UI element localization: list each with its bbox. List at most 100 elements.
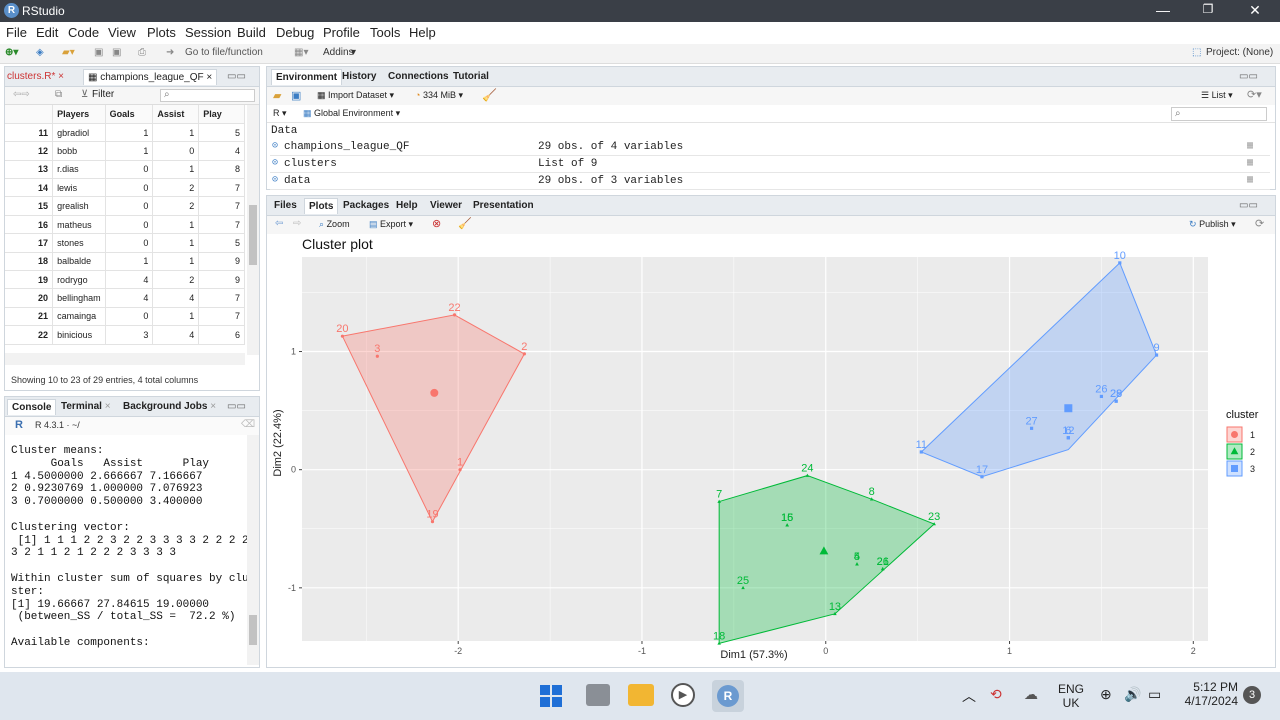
- menu-file[interactable]: File: [6, 25, 27, 40]
- view-data-icon[interactable]: ▦: [1247, 158, 1254, 169]
- table-row[interactable]: 19 rodrygo 4 2 9: [5, 270, 245, 290]
- file-explorer-icon[interactable]: [628, 684, 654, 706]
- column-header[interactable]: Play: [198, 105, 245, 124]
- next-plot-icon[interactable]: ⇨: [293, 218, 302, 229]
- save-workspace-icon[interactable]: ▣: [291, 90, 302, 102]
- tab-files[interactable]: Files: [274, 200, 297, 211]
- table-row[interactable]: 18 balbalde 1 1 9: [5, 252, 245, 272]
- rstudio-taskbar-button[interactable]: R: [712, 680, 744, 712]
- publish-button[interactable]: ↻ Publish ▾: [1189, 219, 1236, 229]
- prev-plot-icon[interactable]: ⇦: [275, 218, 284, 229]
- import-dataset-button[interactable]: ▦ Import Dataset ▾: [317, 90, 395, 100]
- expand-icon[interactable]: ⊙: [272, 158, 279, 169]
- project-menu[interactable]: Project: (None): [1206, 47, 1274, 58]
- load-workspace-icon[interactable]: ▰: [273, 90, 282, 102]
- chevron-up-icon[interactable]: ︿: [962, 688, 976, 704]
- env-row[interactable]: ⊙ data 29 obs. of 3 variables ▦: [270, 173, 1270, 190]
- menu-help[interactable]: Help: [409, 25, 436, 40]
- minimize-pane-icon[interactable]: ▭▭: [227, 71, 246, 82]
- refresh-icon[interactable]: ⟳▾: [1247, 89, 1262, 101]
- menu-debug[interactable]: Debug: [276, 25, 315, 40]
- sync-icon[interactable]: ⟲: [990, 686, 1002, 702]
- view-data-icon[interactable]: ▦: [1247, 175, 1254, 186]
- close-icon[interactable]: ✕: [1249, 2, 1261, 18]
- tab-packages[interactable]: Packages: [343, 200, 390, 211]
- tab-viewer[interactable]: Viewer: [430, 200, 463, 211]
- table-row[interactable]: 14 lewis 0 2 7: [5, 178, 245, 198]
- viewer-search-input[interactable]: ⌕: [160, 89, 255, 102]
- tab-history[interactable]: History: [342, 71, 377, 82]
- tab-clusters-r[interactable]: clusters.R* ×: [7, 71, 64, 82]
- memory-usage[interactable]: ◔ 334 MiB ▾: [415, 90, 464, 100]
- expand-icon[interactable]: ⊙: [272, 141, 279, 152]
- print-icon[interactable]: ⎙: [138, 47, 146, 58]
- column-header[interactable]: [5, 105, 54, 124]
- zoom-button[interactable]: ⌕ Zoom: [319, 219, 350, 229]
- media-player-icon[interactable]: ▶: [671, 683, 695, 707]
- table-row[interactable]: 16 matheus 0 1 7: [5, 215, 245, 235]
- addins-menu[interactable]: Addins: [323, 47, 354, 58]
- clear-plots-icon[interactable]: 🧹: [458, 218, 472, 230]
- addins-chevron-icon[interactable]: ▾: [351, 47, 357, 58]
- filter-button[interactable]: Filter: [92, 89, 115, 100]
- open-file-icon[interactable]: ▰▾: [62, 47, 75, 58]
- menu-profile[interactable]: Profile: [323, 25, 360, 40]
- notification-badge[interactable]: 3: [1243, 686, 1261, 704]
- console-output[interactable]: Cluster means: Goals Assist Play 1 4.500…: [11, 445, 247, 665]
- column-header[interactable]: Players: [52, 105, 106, 124]
- save-all-icon[interactable]: ▣: [112, 47, 122, 58]
- table-row[interactable]: 15 grealish 0 2 7: [5, 196, 245, 216]
- vertical-scrollbar[interactable]: [247, 105, 259, 355]
- volume-icon[interactable]: 🔊: [1124, 686, 1142, 702]
- menu-code[interactable]: Code: [68, 25, 100, 40]
- menu-edit[interactable]: Edit: [36, 25, 59, 40]
- new-project-icon[interactable]: ◈: [36, 47, 44, 58]
- remove-plot-icon[interactable]: ⊗: [432, 218, 442, 230]
- menu-tools[interactable]: Tools: [370, 25, 401, 40]
- table-row[interactable]: 17 stones 0 1 5: [5, 233, 245, 253]
- table-row[interactable]: 11 gbradiol 1 1 5: [5, 123, 245, 143]
- tab-champions-league[interactable]: ▦ champions_league_QF ×: [83, 69, 218, 85]
- minimize-icon[interactable]: —: [1156, 2, 1170, 18]
- console-scrollbar-thumb[interactable]: [249, 615, 257, 645]
- refresh-plot-icon[interactable]: ⟳: [1255, 218, 1265, 230]
- cloud-off-icon[interactable]: ☁: [1024, 686, 1038, 702]
- restore-icon[interactable]: ❐: [1202, 2, 1214, 16]
- menu-build[interactable]: Build: [237, 25, 266, 40]
- menu-session[interactable]: Session: [185, 25, 232, 40]
- tab-tutorial[interactable]: Tutorial: [453, 71, 489, 82]
- popout-icon[interactable]: ⧉: [55, 89, 63, 100]
- tab-environment[interactable]: Environment: [271, 69, 343, 85]
- grid-icon[interactable]: ▦▾: [294, 47, 309, 58]
- menu-view[interactable]: View: [108, 25, 136, 40]
- env-row[interactable]: ⊙ champions_league_QF 29 obs. of 4 variabl…: [270, 139, 1270, 156]
- table-row[interactable]: 21 camainga 0 1 7: [5, 307, 245, 327]
- table-row[interactable]: 13 r.dias 0 1 8: [5, 160, 245, 180]
- battery-icon[interactable]: ▭: [1148, 686, 1162, 702]
- table-row[interactable]: 12 bobb 1 0 4: [5, 141, 245, 161]
- env-row[interactable]: ⊙ clusters List of 9 ▦: [270, 156, 1270, 173]
- view-mode-menu[interactable]: ☰ List ▾: [1201, 90, 1233, 100]
- task-view-icon[interactable]: [586, 684, 610, 706]
- minimize-plots-icon[interactable]: ▭▭: [1239, 200, 1258, 211]
- new-file-icon[interactable]: ⊕▾: [5, 47, 19, 58]
- column-header[interactable]: Assist: [152, 105, 200, 124]
- back-forward-icon[interactable]: ⇦⇨: [13, 89, 30, 100]
- tab-plots[interactable]: Plots: [304, 198, 339, 214]
- horizontal-scrollbar[interactable]: [5, 353, 245, 365]
- expand-icon[interactable]: ⊙: [272, 175, 279, 186]
- broom-icon[interactable]: 🧹: [482, 88, 497, 102]
- clear-console-icon[interactable]: ⌫: [241, 419, 256, 430]
- clock[interactable]: 5:12 PM 4/17/2024: [1180, 680, 1238, 708]
- tab-console[interactable]: Console: [7, 399, 57, 415]
- start-icon[interactable]: [540, 685, 562, 707]
- tab-presentation[interactable]: Presentation: [473, 200, 534, 211]
- scope-select[interactable]: ▦ Global Environment ▾: [303, 108, 401, 118]
- language-select[interactable]: R ▾: [273, 108, 287, 118]
- env-search-input[interactable]: ⌕: [1171, 107, 1267, 121]
- column-header[interactable]: Goals: [105, 105, 154, 124]
- console-scrollbar[interactable]: [247, 435, 259, 665]
- table-row[interactable]: 22 binicious 3 4 6: [5, 325, 245, 345]
- tab-help[interactable]: Help: [396, 200, 418, 211]
